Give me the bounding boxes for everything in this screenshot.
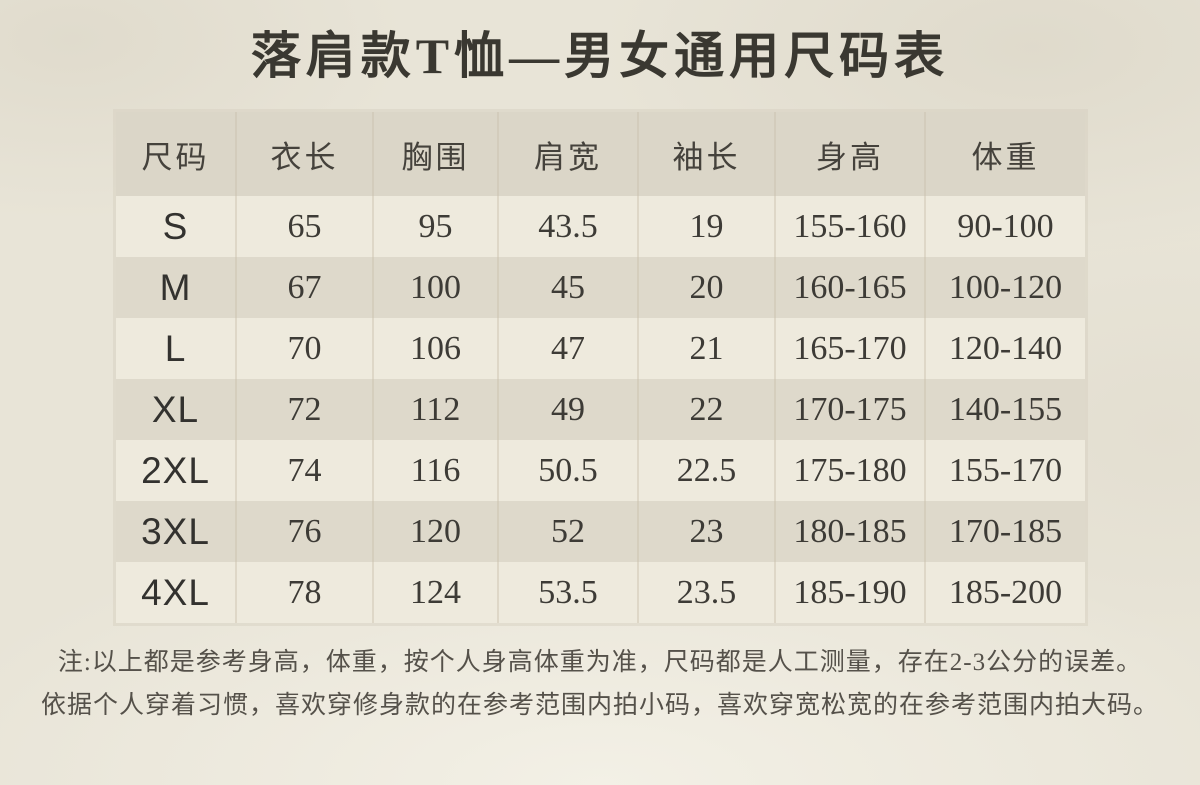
value-cell: 20 <box>639 257 776 318</box>
value-cell: 106 <box>374 318 499 379</box>
value-cell: 23 <box>639 501 776 562</box>
table-row-3xl: 3XL 76 120 52 23 180-185 170-185 <box>116 501 1085 562</box>
header-cell-height: 身高 <box>776 112 926 196</box>
footnote-line-2: 依据个人穿着习惯，喜欢穿修身款的在参考范围内拍小码，喜欢穿宽松宽的在参考范围内拍… <box>40 692 1159 719</box>
value-cell: 170-185 <box>948 512 1063 550</box>
value-cell: 22.5 <box>639 440 776 501</box>
value-cell: 21 <box>639 318 776 379</box>
header-cell-length: 衣长 <box>237 112 374 196</box>
value-cell: 175-180 <box>776 440 926 501</box>
value-cell: 70 <box>237 318 374 379</box>
size-table: 尺码 衣长 胸围 肩宽 袖长 身高 体重 S 65 95 43.5 19 155-160 90-100 M… <box>113 109 1088 626</box>
value-cell: 120 <box>374 501 499 562</box>
value-cell: 23.5 <box>639 562 776 623</box>
table-row-l: L 70 106 47 21 165-170 120-140 <box>116 318 1085 379</box>
value-cell: 65 <box>237 196 374 257</box>
value-cell: 160-165 <box>776 257 926 318</box>
value-cell: 76 <box>237 501 374 562</box>
value-cell: 72 <box>237 379 374 440</box>
size-label-cell: 4XL <box>116 562 237 623</box>
table-header-row: 尺码 衣长 胸围 肩宽 袖长 身高 体重 <box>116 112 1085 196</box>
value-cell: 50.5 <box>499 440 639 501</box>
table-row-m: M 67 100 45 20 160-165 100-120 <box>116 257 1085 318</box>
value-cell: 116 <box>374 440 499 501</box>
value-cell: 95 <box>374 196 499 257</box>
value-cell: 52 <box>499 501 639 562</box>
value-cell: 120-140 <box>948 329 1063 367</box>
size-label-cell: S <box>116 196 237 257</box>
value-cell: 180-185 <box>776 501 926 562</box>
value-cell: 185-190 <box>776 562 926 623</box>
value-cell: 124 <box>374 562 499 623</box>
value-cell: 78 <box>237 562 374 623</box>
value-cell: 185-200 <box>948 573 1063 611</box>
value-cell: 67 <box>237 257 374 318</box>
size-label-cell: XL <box>116 379 237 440</box>
value-cell: 140-155 <box>948 390 1063 428</box>
value-cell: 165-170 <box>776 318 926 379</box>
header-cell-shoulder: 肩宽 <box>499 112 639 196</box>
value-cell: 155-160 <box>776 196 926 257</box>
value-cell: 47 <box>499 318 639 379</box>
value-cell: 53.5 <box>499 562 639 623</box>
page-title: 落肩款T恤—男女通用尺码表 <box>250 28 950 84</box>
table-row-4xl: 4XL 78 124 53.5 23.5 185-190 185-200 <box>116 562 1085 623</box>
value-cell: 90-100 <box>957 207 1054 245</box>
value-cell: 100-120 <box>948 268 1063 306</box>
size-label-cell: 3XL <box>116 501 237 562</box>
value-cell: 19 <box>639 196 776 257</box>
header-cell-size: 尺码 <box>116 112 237 196</box>
size-label-cell: L <box>116 318 237 379</box>
value-cell: 43.5 <box>499 196 639 257</box>
size-label-cell: M <box>116 257 237 318</box>
header-cell-weight: 体重 <box>971 139 1040 175</box>
value-cell: 112 <box>374 379 499 440</box>
value-cell: 170-175 <box>776 379 926 440</box>
footnote-line-1: 注:以上都是参考身高，体重，按个人身高体重为准，尺码都是人工测量，存在2-3公分… <box>57 649 1143 676</box>
value-cell: 155-170 <box>948 451 1063 489</box>
header-cell-chest: 胸围 <box>374 112 499 196</box>
value-cell: 100 <box>374 257 499 318</box>
size-label-cell: 2XL <box>116 440 237 501</box>
value-cell: 22 <box>639 379 776 440</box>
value-cell: 49 <box>499 379 639 440</box>
header-cell-sleeve: 袖长 <box>639 112 776 196</box>
value-cell: 45 <box>499 257 639 318</box>
table-row-2xl: 2XL 74 116 50.5 22.5 175-180 155-170 <box>116 440 1085 501</box>
table-row-s: S 65 95 43.5 19 155-160 90-100 <box>116 196 1085 257</box>
value-cell: 74 <box>237 440 374 501</box>
table-body: S 65 95 43.5 19 155-160 90-100 M 67 100 45 20 160-16… <box>116 196 1085 623</box>
footnote: 注:以上都是参考身高，体重，按个人身高体重为准，尺码都是人工测量，存在2-3公分… <box>0 641 1200 727</box>
table-row-xl: XL 72 112 49 22 170-175 140-155 <box>116 379 1085 440</box>
